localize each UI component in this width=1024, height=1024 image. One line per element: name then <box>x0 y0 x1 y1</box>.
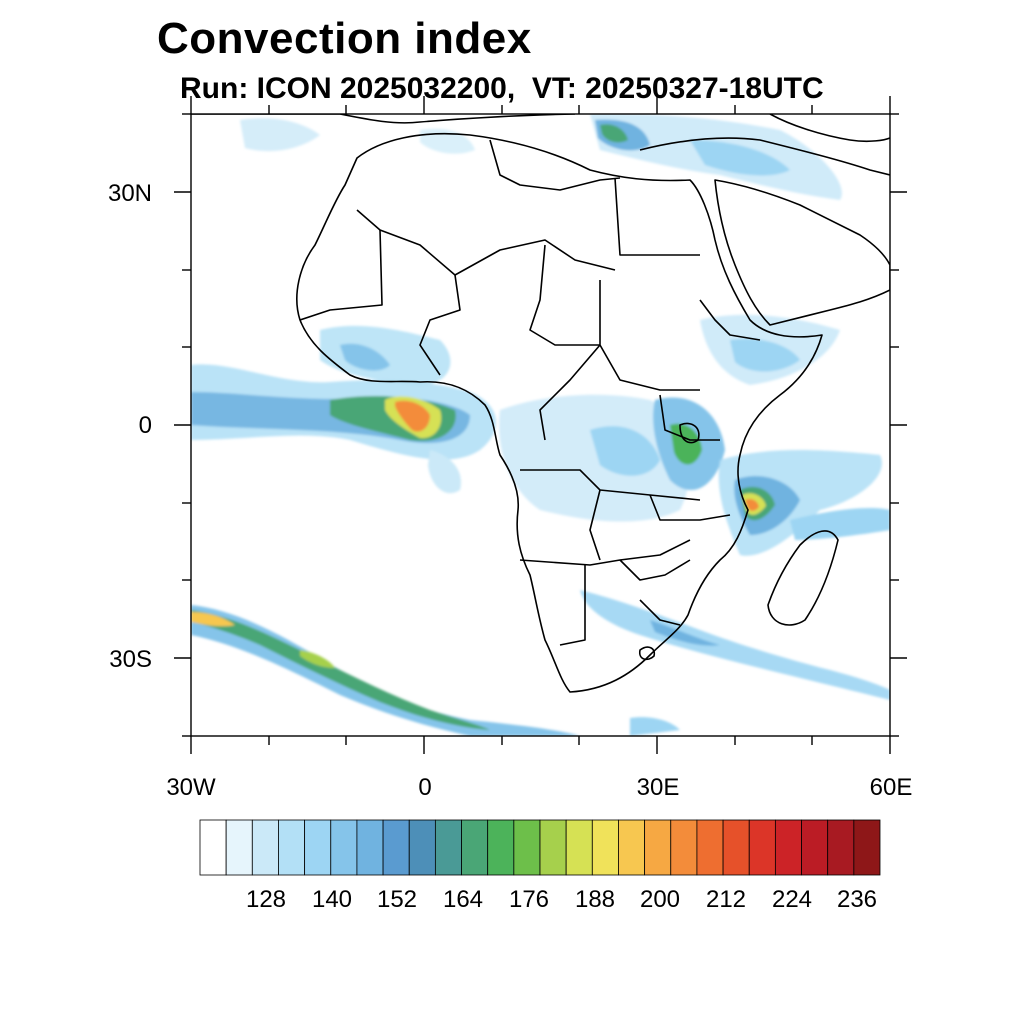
colorbar-box <box>278 819 306 876</box>
colorbar-label-188: 188 <box>574 886 616 913</box>
colorbar-label-224: 224 <box>771 886 813 913</box>
colorbar-box <box>774 819 802 876</box>
colorbar-box <box>382 819 410 876</box>
colorbar-box <box>304 819 332 876</box>
colorbar-label-236: 236 <box>836 886 878 913</box>
map-subtitle: Run: ICON 2025032200, VT: 20250327-18UTC <box>180 72 824 105</box>
colorbar-box <box>487 819 515 876</box>
lat-ticks <box>174 113 907 737</box>
colorbar-box <box>408 819 436 876</box>
colorbar-label-212: 212 <box>705 886 747 913</box>
lon-ticks <box>190 96 891 754</box>
lon-label-30w: 30W <box>166 774 216 801</box>
colorbar-box <box>748 819 776 876</box>
lat-label-30n: 30N <box>107 180 152 207</box>
colorbar-label-176: 176 <box>508 886 550 913</box>
lon-label-0: 0 <box>418 774 432 801</box>
colorbar-label-200: 200 <box>639 886 681 913</box>
colorbar-box <box>722 819 750 876</box>
colorbar-box <box>199 819 227 876</box>
colorbar-box <box>853 819 881 876</box>
colorbar-label-164: 164 <box>442 886 484 913</box>
colorbar-box <box>225 819 253 876</box>
colorbar-box <box>644 819 672 876</box>
colorbar-box <box>565 819 593 876</box>
colorbar-box <box>618 819 646 876</box>
convection-field <box>191 114 890 736</box>
colorbar-box <box>434 819 462 876</box>
coastlines <box>191 114 890 693</box>
colorbar-box <box>801 819 829 876</box>
colorbar-box <box>827 819 855 876</box>
colorbar-box <box>591 819 619 876</box>
colorbar-box <box>513 819 541 876</box>
colorbar-box <box>539 819 567 876</box>
colorbar-box <box>670 819 698 876</box>
colorbar-box <box>461 819 489 876</box>
colorbar <box>199 819 881 876</box>
colorbar-label-140: 140 <box>311 886 353 913</box>
lat-label-30s: 30S <box>109 646 152 673</box>
map-title: Convection index <box>157 14 532 63</box>
colorbar-label-128: 128 <box>245 886 287 913</box>
lat-label-0: 0 <box>138 412 152 439</box>
colorbar-box <box>330 819 358 876</box>
colorbar-box <box>356 819 384 876</box>
lon-label-30e: 30E <box>636 774 680 801</box>
colorbar-box <box>696 819 724 876</box>
colorbar-box <box>251 819 279 876</box>
lon-label-60e: 60E <box>869 774 913 801</box>
colorbar-label-152: 152 <box>376 886 418 913</box>
